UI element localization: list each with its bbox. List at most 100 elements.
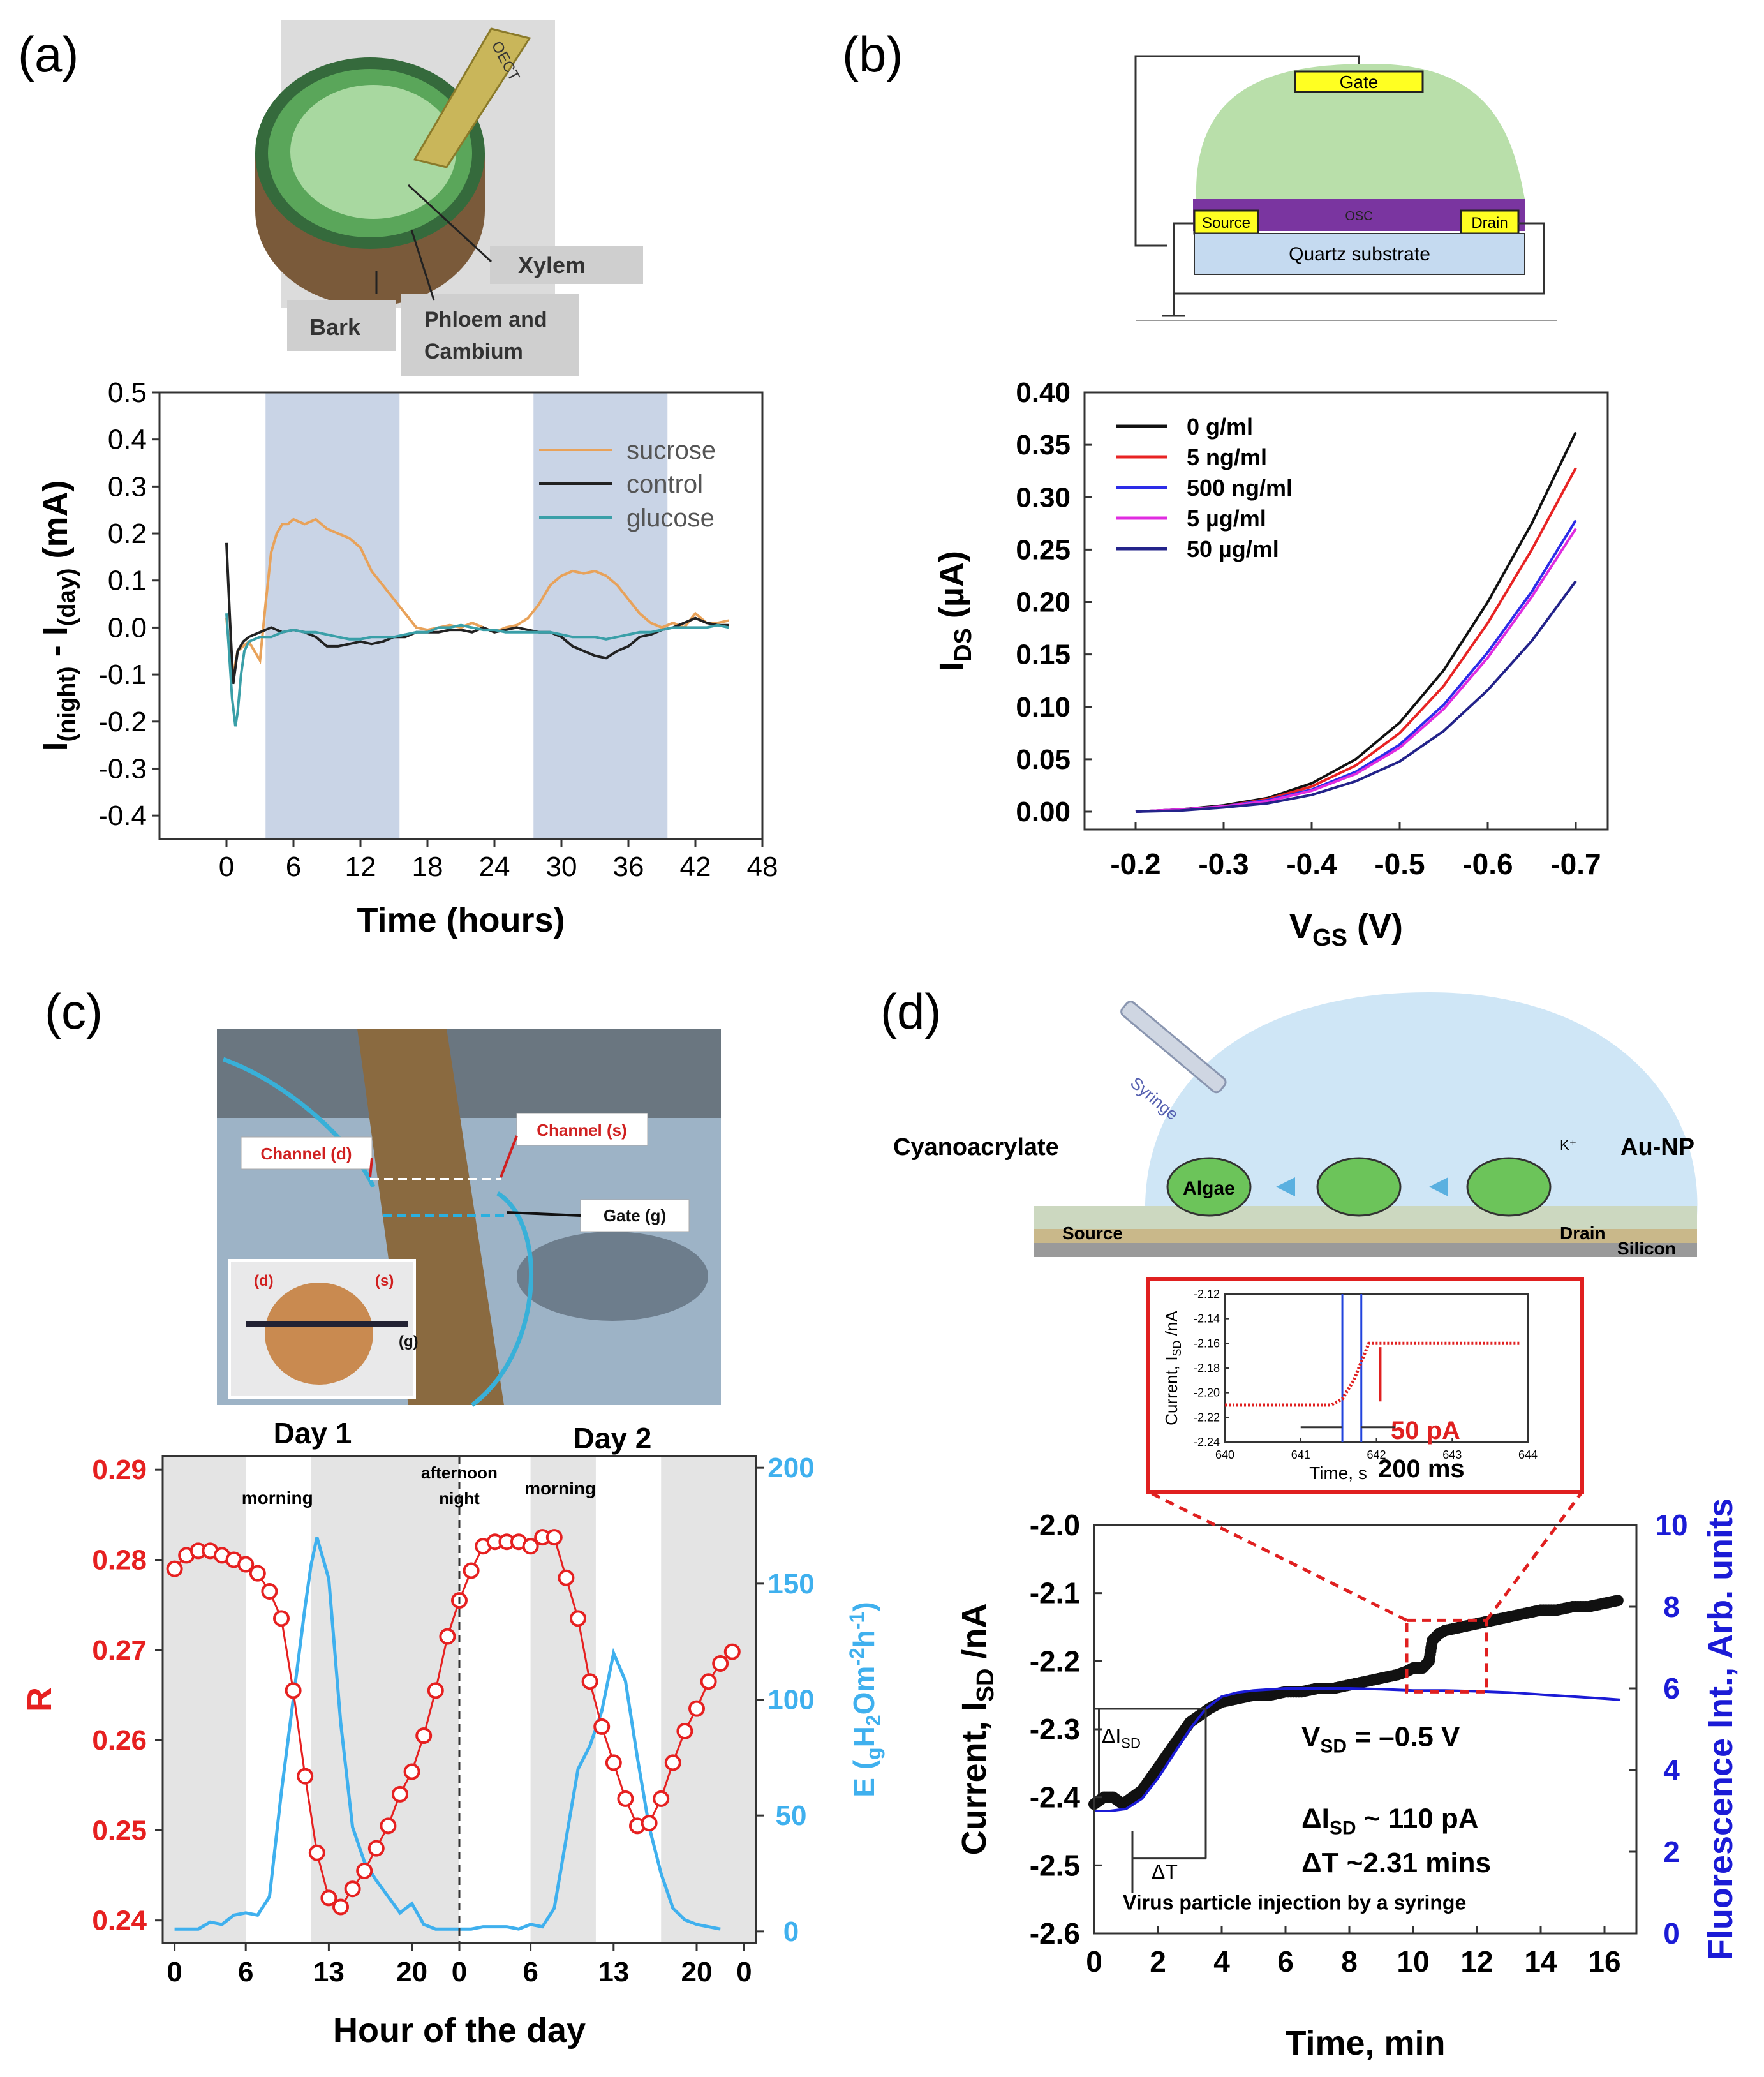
y-tick-label: 0.1 — [108, 565, 147, 597]
x-tick-label: 13 — [313, 1956, 345, 1988]
legend-label-sucrose: sucrose — [626, 436, 716, 465]
R-marker — [367, 1840, 385, 1857]
silicon-label: Silicon — [1617, 1239, 1676, 1258]
y-right-tick-label: 0 — [1663, 1917, 1680, 1950]
chart-d: 0 2 4 6 8 10 12 14 16 -2.0 -2.1 -2.2 -2.3 -2.4 -2.5 -2.… — [955, 1277, 1740, 2062]
x-tick-label: -0.7 — [1550, 847, 1601, 881]
osc-label: OSC — [1345, 209, 1372, 223]
chart-c: 0 6 13 20 0 6 13 20 00.240.250.260.270.280.29050… — [20, 1417, 885, 2050]
y-tick-label: 0.3 — [108, 471, 147, 502]
R-marker — [570, 1610, 586, 1627]
R-marker — [676, 1722, 693, 1739]
y-left-tick-label: -2.6 — [1030, 1917, 1080, 1950]
R-marker — [261, 1582, 278, 1600]
day-1-label: Day 1 — [274, 1417, 352, 1450]
gate-g-box — [580, 1199, 690, 1232]
x-tick-label: 10 — [1397, 1945, 1429, 1978]
R-marker — [403, 1763, 420, 1780]
x-tick-label: 12 — [345, 851, 376, 882]
x-tick-label: 20 — [396, 1956, 427, 1988]
xylem-label-box — [490, 246, 643, 284]
y-left-tick-label: -2.2 — [1030, 1644, 1080, 1678]
photo-top-shade — [217, 1029, 721, 1118]
inset-s-label: (s) — [375, 1272, 394, 1290]
chart-c-ylabel-left: R — [20, 1687, 59, 1712]
inset-x-tick-label: 641 — [1291, 1448, 1310, 1461]
legend-label-control: control — [626, 470, 703, 498]
x-tick-label: 12 — [1460, 1945, 1493, 1978]
R-marker — [320, 1889, 337, 1907]
y-tick-label: 0.35 — [1016, 429, 1071, 461]
xylem-core — [290, 85, 456, 219]
delta-i-annotation: ΔISD ~ 110 pA — [1301, 1803, 1479, 1839]
channel-s-label: Channel (s) — [537, 1120, 627, 1140]
inset-xlabel: Time, s — [1309, 1463, 1367, 1483]
R-marker — [356, 1862, 373, 1879]
chart-d-ylabel-right: Fluorescence Int., Arb. units — [1701, 1498, 1740, 1960]
cyanoacrylate-label: Cyanoacrylate — [893, 1134, 1059, 1161]
R-marker — [700, 1673, 717, 1690]
y-tick-label: -0.2 — [98, 706, 147, 738]
shaded-band-4 — [661, 1456, 756, 1943]
series-line-E — [174, 1537, 721, 1931]
y-left-tick-label: 0.28 — [92, 1544, 147, 1575]
algae-cell-1 — [1166, 1157, 1252, 1217]
inset-y-tick-label: -2.22 — [1194, 1411, 1220, 1424]
R-marker — [545, 1529, 563, 1546]
R-marker — [688, 1700, 705, 1717]
shaded-band-1 — [163, 1456, 246, 1943]
y-tick-label: 0.4 — [108, 424, 147, 456]
y-left-tick-label: -2.4 — [1030, 1781, 1081, 1814]
gate-return-wire — [1134, 201, 1167, 247]
photo-shadow — [517, 1232, 708, 1321]
syringe-icon — [1120, 1001, 1227, 1094]
R-marker — [166, 1560, 183, 1577]
x-tick-label: 6 — [238, 1956, 253, 1988]
chart-a-xlabel: Time (hours) — [357, 901, 565, 939]
y-left-tick-label: -2.1 — [1030, 1577, 1080, 1610]
period-label-night: night — [439, 1489, 480, 1508]
x-tick-label: 48 — [747, 851, 778, 882]
delta-i-value: ~ 110 pA — [1356, 1803, 1479, 1835]
y-left-tick-label: -2.3 — [1030, 1713, 1080, 1746]
y-right-tick-label: 10 — [1655, 1508, 1687, 1542]
chart-a: 0 6 12 18 24 30 36 42 48 0.5 0.4 0.3 0.2 0.1 0.0 -0.1 -0… — [36, 377, 778, 939]
chart-c-ylabel-right: E (gH2Om-2h-1) — [845, 1602, 885, 1797]
R-marker — [641, 1815, 658, 1832]
x-tick-label: 0 — [167, 1956, 182, 1988]
R-marker — [558, 1569, 575, 1586]
period-label-morning-2: morning — [524, 1478, 596, 1498]
y-tick-label: 0.10 — [1016, 692, 1071, 723]
inset-d-label: (d) — [254, 1272, 274, 1290]
panel-label-c: (c) — [45, 983, 103, 1039]
shaded-band-2 — [311, 1456, 459, 1943]
y-left-tick-label: 0.27 — [92, 1635, 147, 1666]
schematic-a-trunk: OECT Xylem Bark Phloem and Cambium — [255, 20, 643, 376]
cable-1 — [222, 1057, 376, 1188]
R-marker — [653, 1790, 670, 1807]
quartz-substrate — [1194, 233, 1525, 275]
y-right-tick-label: 8 — [1663, 1590, 1680, 1623]
y-tick-label: 0.5 — [108, 377, 147, 408]
inset-x-tick-label: 640 — [1215, 1448, 1234, 1461]
x-tick-label: 20 — [681, 1956, 713, 1988]
drain-label: Drain — [1471, 214, 1508, 232]
y-tick-label: -0.1 — [98, 659, 147, 690]
chart-b-ylabel: IDS (µA) — [933, 551, 977, 671]
chart-a-axes-frame — [158, 391, 764, 840]
droplet — [1145, 992, 1698, 1216]
chart-b: -0.2 -0.3 -0.4 -0.5 -0.6 -0.7 0.00 0.05 0.10 0.15… — [933, 377, 1609, 951]
x-tick-label: 6 — [523, 1956, 538, 1988]
gate-electrode — [1294, 70, 1424, 93]
period-label-afternoon: afternoon — [421, 1463, 498, 1482]
R-marker — [522, 1538, 539, 1555]
vsd-annotation: VSD = –0.5 V — [1301, 1722, 1460, 1757]
y-tick-label: 0.40 — [1016, 377, 1071, 408]
y-left-tick-label: -2.5 — [1030, 1849, 1080, 1882]
x-tick-label: 2 — [1150, 1945, 1166, 1978]
bark-label-box — [287, 300, 396, 351]
legend-label-0: 0 g/ml — [1187, 413, 1253, 440]
inset-y-tick-label: -2.20 — [1194, 1387, 1220, 1399]
phloem-label-box — [401, 294, 579, 376]
